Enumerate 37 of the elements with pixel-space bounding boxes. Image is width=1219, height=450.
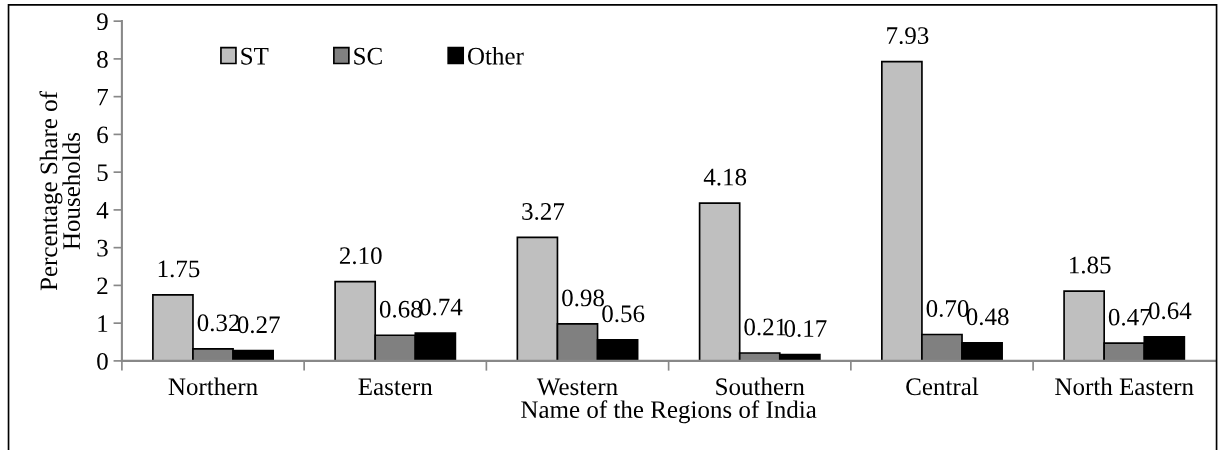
data-label: 1.75 [158, 260, 200, 278]
data-label: 0.27 [237, 316, 280, 334]
x-axis-title: Name of the Regions of India [521, 400, 817, 424]
y-tick-label: 4 [96, 202, 109, 219]
y-tick-label: 7 [97, 88, 108, 106]
data-label: 0.68 [379, 300, 422, 318]
y-tick-label: 1 [98, 315, 108, 332]
y-axis-title: Percentage Share of Households [39, 91, 81, 291]
data-label: 0.74 [419, 298, 463, 316]
x-tick-label: Eastern [358, 378, 433, 396]
data-label: 0.17 [784, 320, 827, 338]
data-label: 3.27 [522, 203, 565, 220]
legend-label: Other [467, 47, 524, 65]
data-label: 0.64 [1148, 302, 1192, 320]
data-label: 4.18 [703, 168, 747, 186]
y-tick-label: 5 [97, 164, 108, 182]
data-label: 1.85 [1070, 256, 1111, 274]
y-tick-label: 9 [97, 13, 108, 31]
legend-label: ST [241, 47, 269, 65]
data-label: 7.93 [887, 27, 929, 45]
data-label: 2.10 [339, 247, 382, 265]
x-tick-label: North Eastern [1055, 377, 1194, 396]
data-label: 0.56 [602, 305, 645, 323]
data-label: 0.32 [197, 314, 240, 332]
data-label: 0.98 [562, 289, 604, 307]
data-label: 0.21 [744, 318, 786, 336]
legend-label: SC [354, 47, 382, 65]
y-tick-label: 8 [97, 50, 108, 68]
x-tick-label: Northern [168, 377, 258, 396]
y-tick-label: 2 [97, 277, 108, 295]
y-tick-label: 0 [97, 352, 108, 370]
x-tick-label: Central [906, 377, 979, 396]
y-tick-label: 6 [97, 126, 108, 144]
x-tick-label: Western [536, 378, 618, 396]
x-tick-label: Southern [716, 377, 805, 396]
data-label: 0.47 [1108, 308, 1151, 326]
y-tick-label: 3 [97, 239, 108, 257]
